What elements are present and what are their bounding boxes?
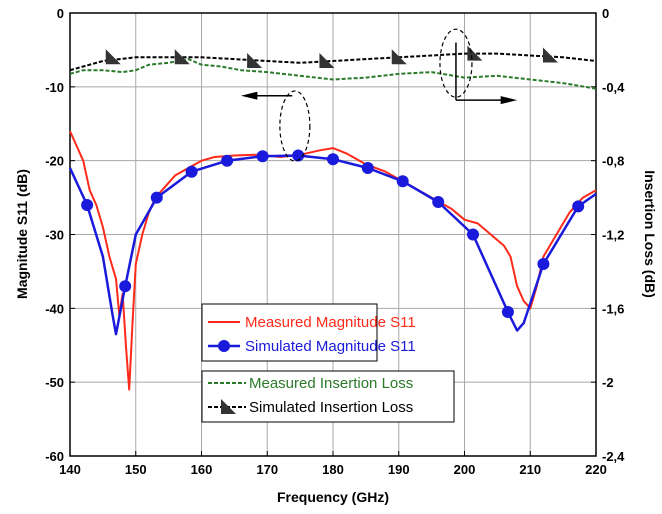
y-left-tick-label: -50: [45, 375, 64, 390]
data-point-simulated-insertion-loss: [174, 49, 190, 65]
legend-s11-box: [201, 303, 378, 362]
data-point-simulated-magnitude-s11: [572, 200, 585, 213]
x-tick-label: 210: [519, 462, 541, 477]
data-point-simulated-insertion-loss: [105, 49, 121, 65]
y-left-tick-label: 0: [57, 6, 64, 21]
data-point-simulated-magnitude-s11: [327, 153, 339, 166]
x-tick-label: 190: [388, 462, 410, 477]
s11-annotation-ellipse: [279, 90, 311, 162]
y-left-tick-label: -10: [45, 80, 64, 95]
x-axis-title: Frequency (GHz): [277, 489, 389, 505]
data-point-simulated-magnitude-s11: [221, 154, 234, 167]
s11-annotation-arrowhead: [240, 91, 258, 100]
data-point-simulated-magnitude-s11: [537, 258, 550, 270]
x-tick-label: 170: [256, 462, 278, 477]
legend-simulated-loss-label: Simulated Insertion Loss: [249, 399, 413, 416]
legend-simulated-s11-marker-icon: [218, 340, 230, 352]
x-tick-label: 160: [191, 462, 213, 477]
legend-simulated-loss-marker-icon: [221, 399, 236, 414]
data-point-simulated-magnitude-s11: [396, 175, 409, 188]
y-axis-left-title: Magnitude S11 (dB): [14, 169, 30, 299]
data-point-simulated-insertion-loss: [391, 49, 407, 65]
data-point-simulated-magnitude-s11: [185, 165, 198, 178]
y-right-tick-label: -0,8: [602, 154, 624, 169]
legend-loss: Measured Insertion Loss Simulated Insert…: [201, 370, 455, 423]
legend-loss-box: [201, 370, 455, 423]
series-group: [68, 45, 597, 391]
y-right-tick-label: -1,6: [602, 301, 624, 316]
legend-measured-loss-label: Measured Insertion Loss: [249, 375, 413, 392]
data-point-simulated-magnitude-s11: [81, 199, 94, 211]
data-point-simulated-magnitude-s11: [432, 196, 445, 208]
annotations: [240, 28, 518, 162]
y-right-tick-label: -1,2: [602, 228, 624, 243]
axis-ticks: 140 150 160 170 180 190 200 210 220 0 0 -10 -0,4 -20 -…: [45, 6, 625, 477]
y-right-tick-label: -0,4: [602, 80, 625, 95]
x-tick-label: 140: [59, 462, 81, 477]
y-right-tick-label: -2: [602, 375, 614, 390]
x-tick-label: 200: [454, 462, 476, 477]
loss-annotation-ellipse: [439, 28, 473, 98]
series-line-simulated-insertion-loss: [69, 52, 597, 72]
legend-measured-s11-label: Measured Magnitude S11: [245, 314, 416, 331]
x-tick-label: 220: [585, 462, 607, 477]
series-line-measured-insertion-loss: [69, 58, 597, 90]
y-left-tick-label: -40: [45, 301, 64, 316]
loss-annotation-arrowhead: [500, 96, 518, 105]
data-point-simulated-magnitude-s11: [119, 280, 132, 293]
legend-s11: Measured Magnitude S11 Simulated Magnitu…: [201, 303, 416, 362]
data-point-simulated-insertion-loss: [247, 52, 263, 68]
data-point-simulated-insertion-loss: [542, 47, 558, 63]
x-tick-label: 150: [125, 462, 147, 477]
y-left-tick-label: -60: [45, 449, 64, 464]
y-axis-right-title: Insertion Loss (dB): [642, 170, 658, 298]
data-point-simulated-magnitude-s11: [361, 162, 374, 174]
legend-simulated-s11-label: Simulated Magnitude S11: [245, 338, 416, 355]
y-right-tick-label: 0: [602, 6, 609, 21]
y-left-tick-label: -20: [45, 154, 64, 169]
y-right-tick-label: -2,4: [602, 449, 625, 464]
y-left-tick-label: -30: [45, 228, 64, 243]
data-point-simulated-magnitude-s11: [467, 228, 479, 241]
data-point-simulated-magnitude-s11: [501, 306, 514, 318]
data-point-simulated-magnitude-s11: [150, 191, 163, 204]
data-point-simulated-insertion-loss: [319, 52, 335, 68]
data-point-simulated-magnitude-s11: [256, 150, 269, 163]
x-tick-label: 180: [322, 462, 344, 477]
data-point-simulated-magnitude-s11: [292, 149, 305, 162]
